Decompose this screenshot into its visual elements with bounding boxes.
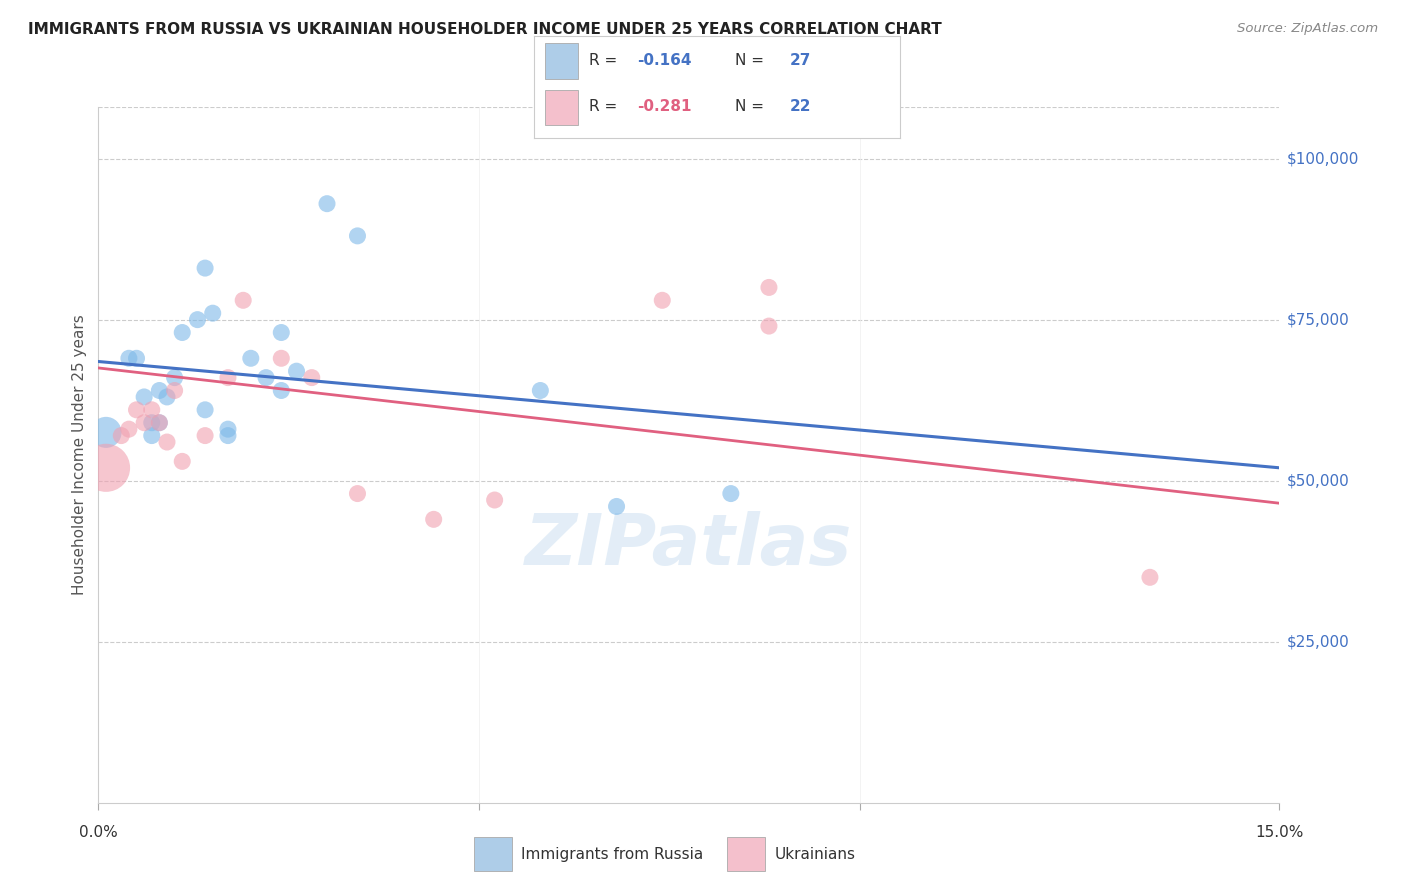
Point [720,486,742,500]
Point [118,351,141,366]
Text: $25,000: $25,000 [1286,634,1350,649]
Point [285,364,308,378]
Point [217,370,239,384]
Point [651,293,673,308]
Point [239,351,262,366]
Point [194,428,217,442]
Text: 22: 22 [790,100,811,114]
Text: 27: 27 [790,54,811,69]
Point [172,454,194,468]
Bar [546,44,578,79]
Point [529,384,551,398]
Point [163,370,186,384]
Text: Immigrants from Russia: Immigrants from Russia [522,847,703,862]
Point [484,493,506,508]
Point [217,422,239,436]
Point [301,370,323,384]
Text: $50,000: $50,000 [1286,473,1350,488]
Point [134,390,156,404]
Text: $75,000: $75,000 [1286,312,1350,327]
Text: N =: N = [735,54,769,69]
Point [758,280,780,294]
Point [125,402,148,417]
Point [186,312,208,326]
Point [94,425,117,440]
Text: ZIPatlas: ZIPatlas [526,511,852,580]
Text: 15.0%: 15.0% [1256,825,1303,840]
Point [110,428,132,442]
Point [163,384,186,398]
Text: Ukrainians: Ukrainians [775,847,856,862]
Point [194,402,217,417]
Bar [474,837,512,871]
Text: IMMIGRANTS FROM RUSSIA VS UKRAINIAN HOUSEHOLDER INCOME UNDER 25 YEARS CORRELATIO: IMMIGRANTS FROM RUSSIA VS UKRAINIAN HOUS… [28,22,942,37]
Text: R =: R = [589,100,623,114]
Point [217,428,239,442]
Point [141,416,163,430]
Point [346,228,368,243]
Bar [727,837,765,871]
Point [254,370,277,384]
Point [148,416,170,430]
Point [134,416,156,430]
Point [148,384,170,398]
Point [422,512,444,526]
Point [172,326,194,340]
Text: R =: R = [589,54,623,69]
Point [201,306,224,320]
Text: N =: N = [735,100,769,114]
Point [606,500,628,514]
Text: Source: ZipAtlas.com: Source: ZipAtlas.com [1237,22,1378,36]
Point [156,435,179,450]
Point [156,390,179,404]
Point [194,261,217,276]
Point [270,326,292,340]
Point [316,196,339,211]
Bar [546,89,578,126]
Text: 0.0%: 0.0% [79,825,118,840]
Point [270,351,292,366]
Point [125,351,148,366]
Point [148,416,170,430]
Text: -0.281: -0.281 [637,100,692,114]
Point [1139,570,1161,584]
Point [94,460,117,475]
Point [118,422,141,436]
Point [758,319,780,334]
Point [232,293,254,308]
Text: $100,000: $100,000 [1286,151,1358,166]
Point [141,402,163,417]
Text: -0.164: -0.164 [637,54,692,69]
Y-axis label: Householder Income Under 25 years: Householder Income Under 25 years [72,315,87,595]
Point [346,486,368,500]
Point [270,384,292,398]
Point [141,428,163,442]
